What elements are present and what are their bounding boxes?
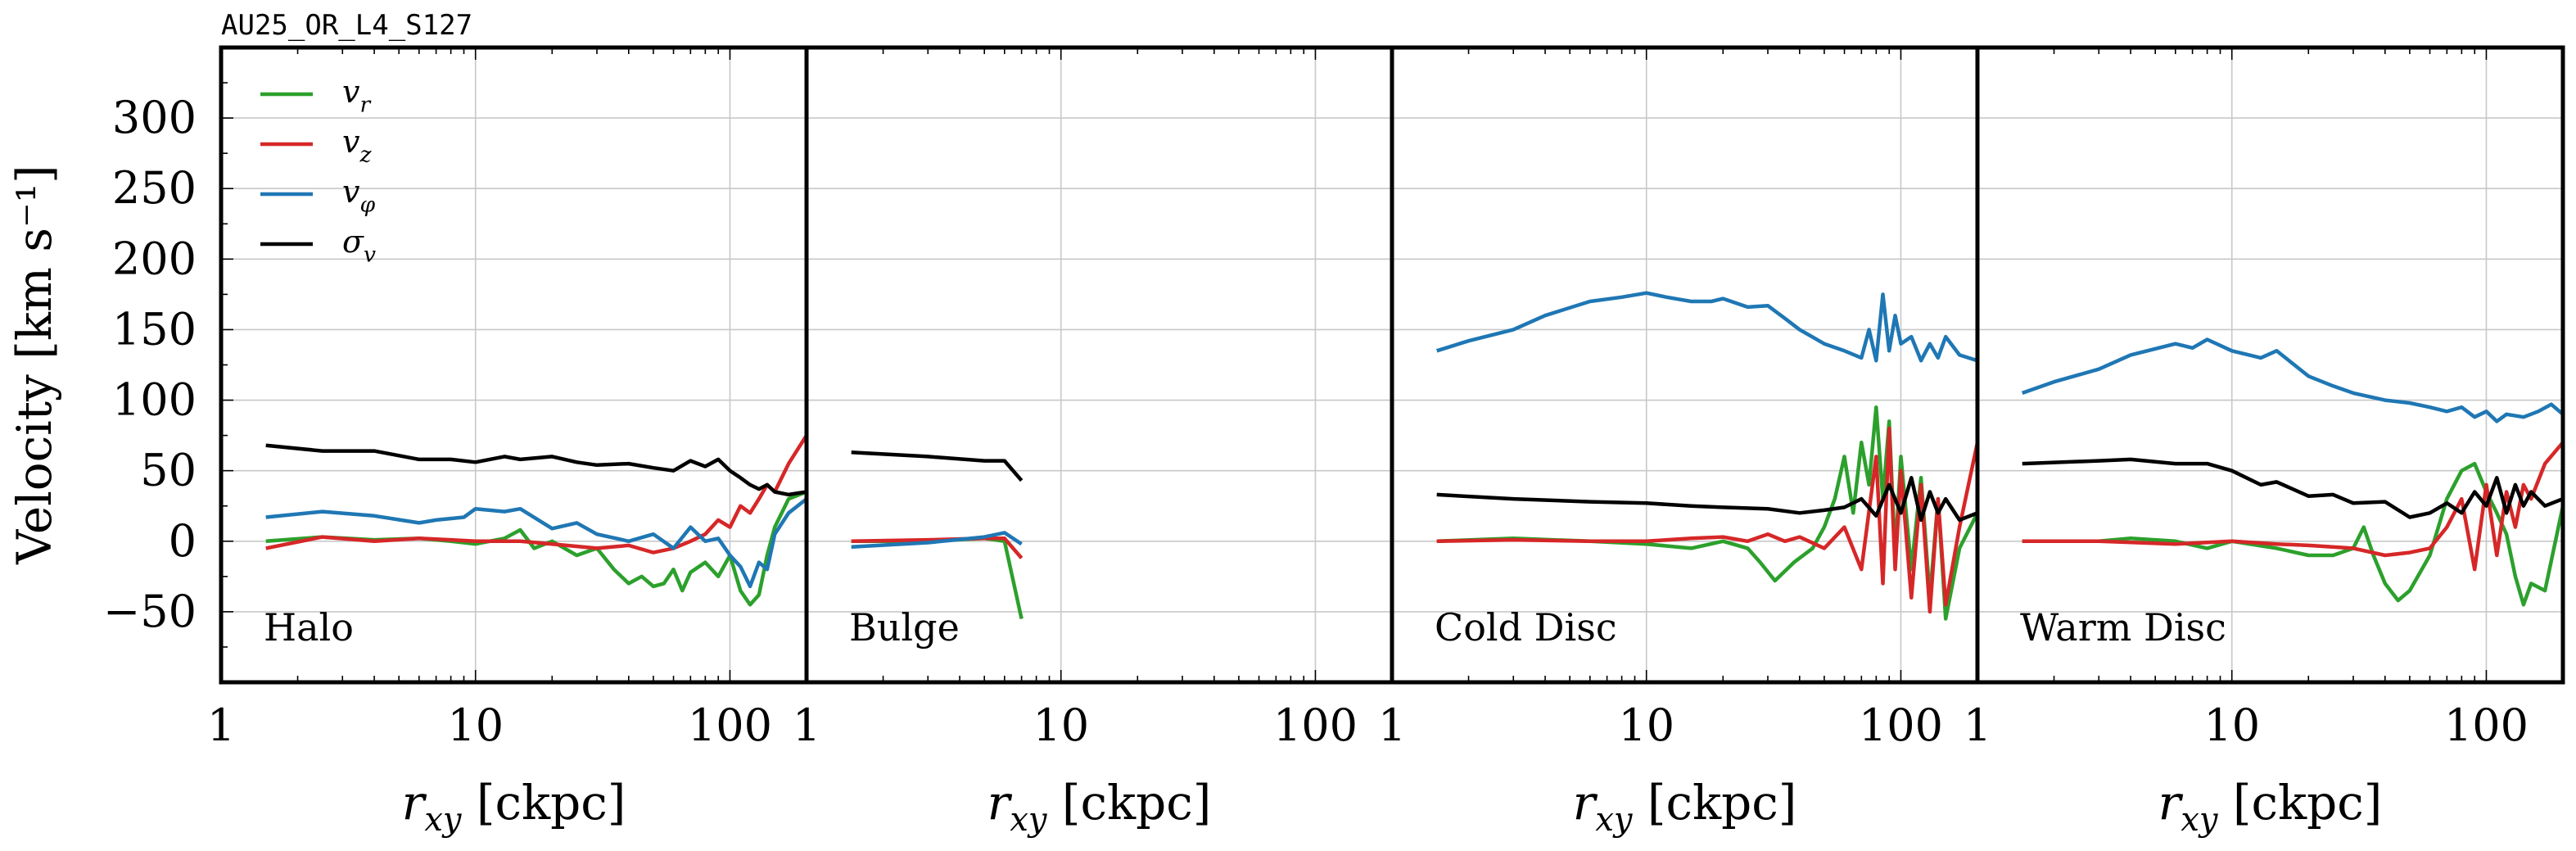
series-line-vz xyxy=(265,434,807,555)
series-lines xyxy=(1436,291,1977,621)
x-tick-label: 100 xyxy=(1273,699,1358,751)
x-tick-label: 1 xyxy=(793,699,820,751)
x-tick-label: 1 xyxy=(1964,699,1991,751)
legend-label-sigma: σv xyxy=(342,224,376,267)
series-line-sigma xyxy=(265,443,807,497)
series-line-vphi xyxy=(2021,337,2563,423)
panel-cold-disc: Cold Disc 1 10 100 rxy [ckpc] xyxy=(1378,45,1980,839)
grid xyxy=(1977,48,2563,682)
panel-bulge: Bulge 1 10 100 rxy [ckpc] xyxy=(793,45,1394,839)
x-tick-label: 100 xyxy=(2444,699,2529,751)
axis-ticks xyxy=(1977,48,2564,682)
series-lines xyxy=(265,434,807,607)
series-line-sigma xyxy=(1436,476,1977,523)
series-line-vphi xyxy=(851,531,1023,549)
x-tick-label: 100 xyxy=(1859,699,1943,751)
y-tick-label: 250 xyxy=(112,162,197,214)
grid xyxy=(807,48,1392,682)
series-line-vr xyxy=(265,490,807,607)
series-line-sigma xyxy=(2022,457,2563,519)
x-axis-label: rxy [ckpc] xyxy=(1573,775,1797,839)
panel-label: Cold Disc xyxy=(1435,605,1617,650)
series-line-sigma xyxy=(851,450,1024,482)
x-axis-label: rxy [ckpc] xyxy=(987,775,1212,839)
y-tick-label: 200 xyxy=(112,233,197,284)
panel-warm-disc: Warm Disc 1 10 100 rxy [ckpc] xyxy=(1964,45,2565,839)
x-tick-label: 10 xyxy=(2203,699,2260,751)
figure-title: AU25_OR_L4_S127 xyxy=(221,9,472,42)
panel-frame xyxy=(804,45,1394,685)
x-tick-label: 100 xyxy=(688,699,772,751)
legend-label-vphi: vφ xyxy=(342,174,375,217)
y-axis-label: Velocity [km s⁻¹] xyxy=(7,165,62,564)
legend: vr vz vφ σv xyxy=(260,74,376,267)
series-line-vr xyxy=(2022,461,2563,607)
grid xyxy=(1392,48,1977,682)
panel-frame xyxy=(1390,45,1980,685)
axis-ticks xyxy=(1391,48,1978,682)
x-axis-label: rxy [ckpc] xyxy=(402,775,626,839)
panel-label: Warm Disc xyxy=(2020,605,2226,650)
y-tick-label: 150 xyxy=(112,303,197,355)
x-tick-label: 10 xyxy=(1033,699,1089,751)
x-axis-label: rxy [ckpc] xyxy=(2158,775,2383,839)
panel-label: Halo xyxy=(264,605,354,650)
series-line-vphi xyxy=(265,497,807,589)
series-line-vphi xyxy=(1436,291,1977,363)
panel-halo: Halo 1 10 100 rxy [ckpc] −50 0 50 100 150 200 250 30… xyxy=(103,45,809,839)
y-tick-label: 300 xyxy=(112,92,197,143)
series-lines xyxy=(2021,337,2563,607)
x-tick-label: 10 xyxy=(1618,699,1674,751)
x-tick-label: 10 xyxy=(447,699,504,751)
x-tick-label: 1 xyxy=(1378,699,1406,751)
grid xyxy=(221,48,807,682)
plot-area: Halo 1 10 100 rxy [ckpc] −50 0 50 100 150 200 250 30… xyxy=(7,45,2565,839)
axis-ticks xyxy=(806,48,1393,682)
panel-label: Bulge xyxy=(849,605,960,650)
series-line-vr xyxy=(1436,405,1977,621)
y-tick-label: 0 xyxy=(169,515,197,567)
legend-label-vr: vr xyxy=(342,74,372,117)
y-tick-label: 100 xyxy=(112,374,197,426)
series-lines xyxy=(851,450,1024,619)
y-tick-label: 50 xyxy=(140,445,197,496)
y-tick-label: −50 xyxy=(103,586,197,637)
x-tick-label: 1 xyxy=(207,699,235,751)
legend-label-vz: vz xyxy=(342,124,372,167)
series-line-vz xyxy=(1436,426,1977,614)
panel-frame xyxy=(1975,45,2565,685)
